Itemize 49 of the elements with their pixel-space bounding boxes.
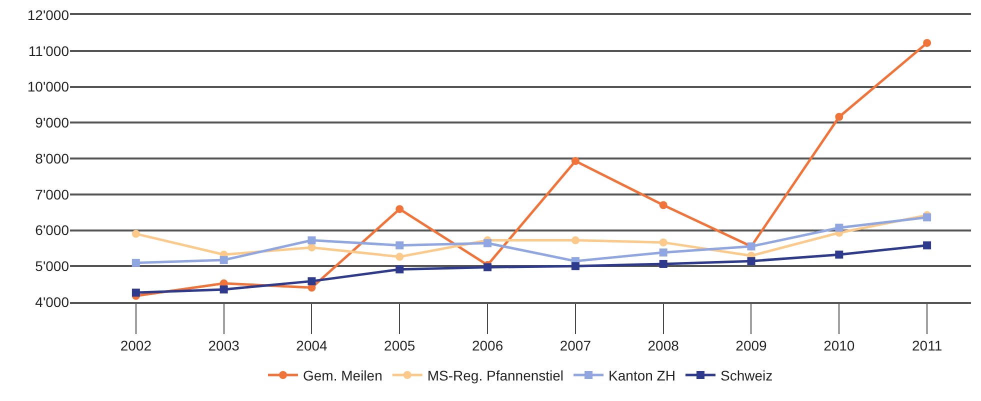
legend-label: Schweiz [720,367,773,384]
x-tick-label: 2004 [296,338,328,354]
point [396,252,404,261]
point [484,239,492,248]
x-tick-label: 2007 [560,338,592,354]
point [132,288,140,297]
x-tick-label: 2009 [736,338,768,354]
point [308,243,316,252]
point [571,157,580,166]
point [132,230,140,238]
point [308,236,316,244]
point [396,265,404,274]
y-tick-label: 12'000 [27,6,70,23]
x-tick-label: 2008 [648,338,680,354]
x-tick-label: 2010 [824,338,855,354]
point [220,285,228,294]
legend-label: Kanton ZH [608,367,676,384]
x-tick-label: 2006 [472,338,504,354]
point [835,250,844,259]
y-tick-label: 5'000 [35,258,70,274]
point [923,38,932,47]
point [308,277,316,286]
y-tick-label: 7'000 [35,186,70,202]
point [835,224,844,232]
legend-label: Gem. Meilen [303,367,382,384]
point [571,236,580,244]
point [220,256,228,264]
point [835,112,844,121]
y-tick-label: 6'000 [35,222,70,238]
legend-label: MS-Reg. Pfannenstiel [427,367,564,384]
x-tick-label: 2002 [120,338,152,354]
y-tick-label: 9'000 [35,114,70,131]
y-tick-label: 8'000 [35,150,70,166]
x-tick-label: 2011 [912,338,942,354]
point [659,238,668,246]
point [396,205,404,214]
point [659,201,668,210]
y-tick-label: 10'000 [27,78,70,95]
point [659,260,668,268]
x-tick-label: 2003 [208,338,240,354]
x-tick-label: 2005 [384,338,416,354]
point [923,241,932,250]
point [396,241,404,250]
point [132,258,140,267]
point [571,262,580,270]
point [747,257,756,266]
point [659,248,668,256]
y-tick-label: 11'000 [28,42,70,59]
y-tick-label: 4'000 [35,294,70,310]
